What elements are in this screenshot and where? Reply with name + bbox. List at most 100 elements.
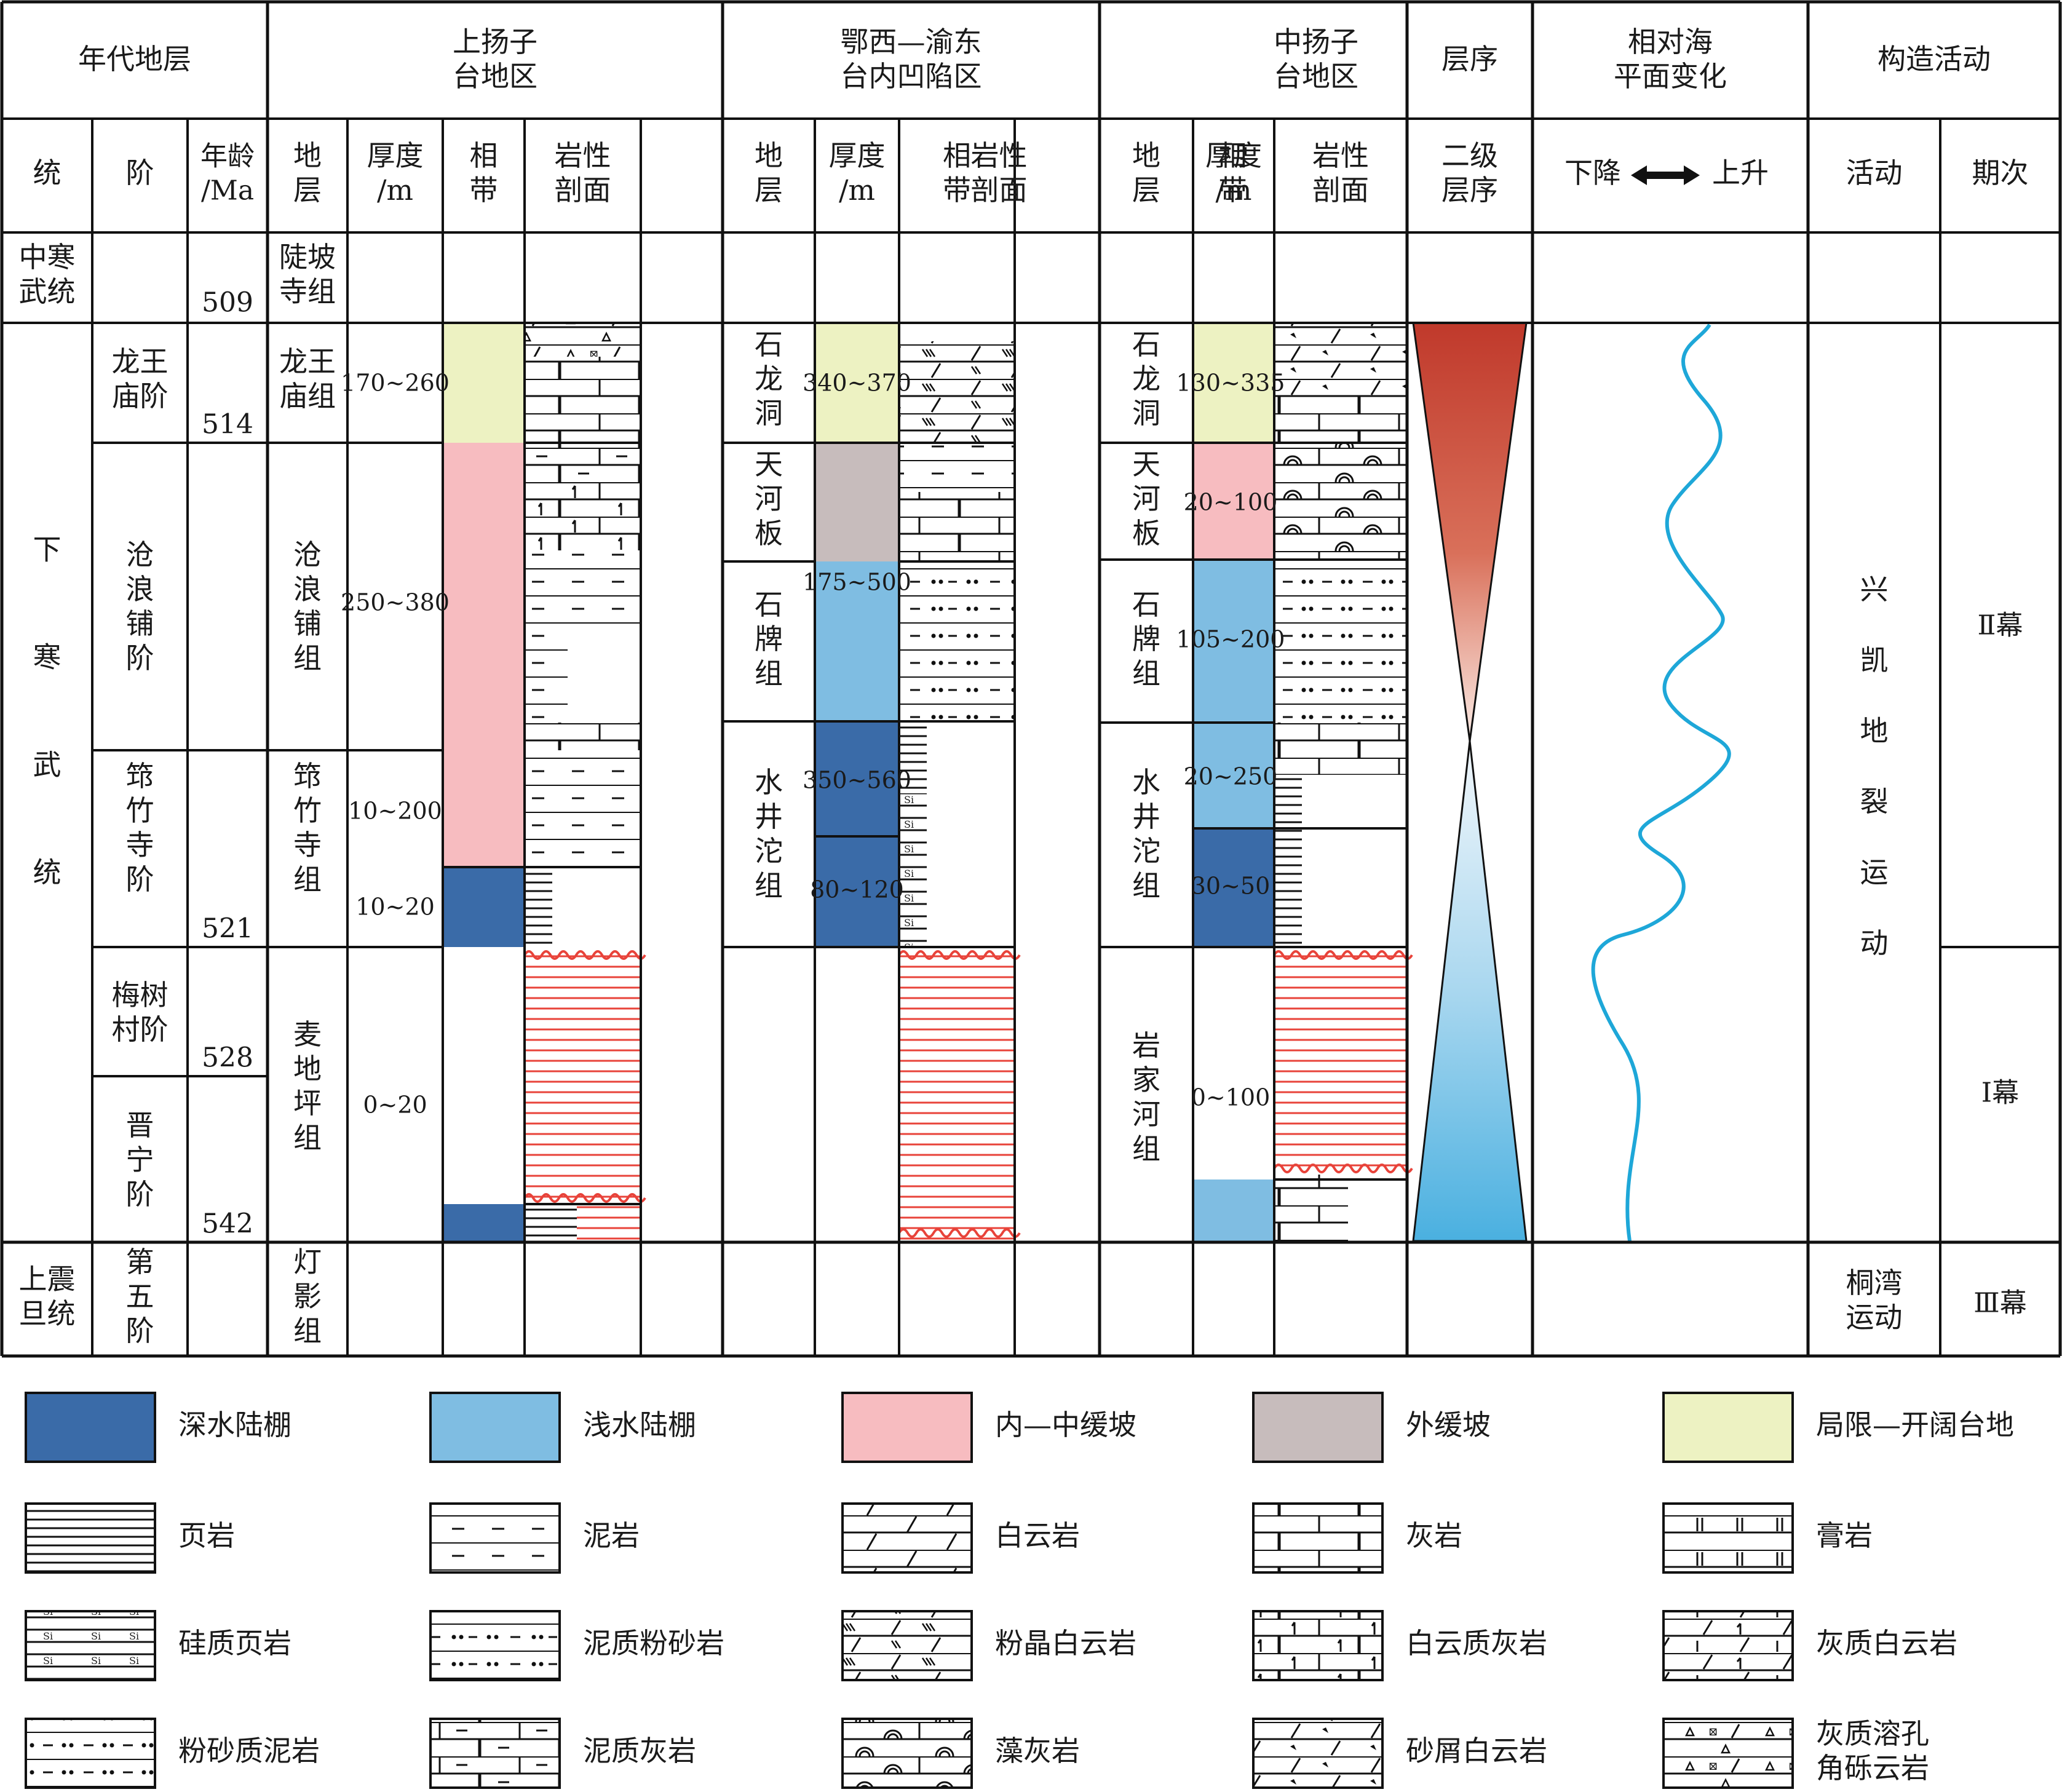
legend-label-dolomitic-limestone: 白云质灰岩: [1406, 1627, 1547, 1660]
stage-jinning: 阶: [126, 1178, 154, 1211]
subheader-facies: 相: [1219, 139, 1247, 172]
series-lower-cambrian: 武: [33, 748, 61, 782]
subheader-rise: 上升: [1712, 156, 1769, 189]
legend-label-shale: 页岩: [178, 1519, 235, 1552]
lith-limestone: [1274, 723, 1407, 775]
legend-swatch-deep-shelf: [25, 1392, 156, 1463]
lith-silty-mudstone: [899, 561, 1015, 721]
erosion-contact: [1273, 950, 1413, 960]
header-chronostratigraphy: 年代地层: [78, 42, 191, 76]
legend-label-inner-mid-ramp: 内—中缓坡: [995, 1408, 1136, 1441]
lith-shale: [1274, 775, 1302, 947]
episode-label: Ⅲ幕: [1973, 1288, 2026, 1319]
subheader-thickness: 厚度: [367, 139, 424, 172]
stage-qiongzhusi: 竹: [126, 794, 154, 827]
formation-canglangpu: 铺: [293, 607, 322, 640]
sequence-transgressive-wedge: [1412, 740, 1528, 1242]
tectonic-tongwan: 桐湾: [1846, 1266, 1903, 1299]
thickness-value: 350~560: [803, 767, 911, 794]
header-mask: [724, 4, 1098, 117]
formation-yanjiahe: 组: [1132, 1132, 1160, 1165]
header-mask: [1810, 4, 2058, 117]
legend-label-powder-dolomite: 粉晶白云岩: [995, 1627, 1136, 1660]
header-mask: [1409, 4, 1531, 117]
header-sea-level: 平面变化: [1614, 60, 1727, 93]
formation-tianheban: 河: [1132, 482, 1160, 515]
series-lower-cambrian: 统: [33, 856, 61, 889]
age-value: 509: [202, 287, 253, 319]
legend-swatch-algal-limestone: [841, 1718, 973, 1789]
legend-label-siliceous-shale: 硅质页岩: [178, 1627, 291, 1660]
subheader-lithology: 岩性: [971, 139, 1028, 172]
header-exi-yudong: 台内凹陷区: [841, 60, 982, 93]
legend-swatch-argillaceous-limestone: [429, 1718, 561, 1789]
subheader-formation: 地: [1132, 139, 1160, 172]
formation-shipai: 牌: [1132, 622, 1160, 656]
subheader-facies: 相: [943, 139, 971, 172]
subheader-age: 年龄: [200, 141, 255, 172]
series-lower-cambrian: 寒: [33, 641, 61, 674]
lith-red-shale: [525, 947, 641, 1205]
lith-shale: [525, 867, 552, 947]
legend-label-restricted-open-platform: 局限—开阔台地: [1816, 1408, 2014, 1441]
header-upper-yangtze: 上扬子: [453, 25, 537, 58]
subheader-age: /Ma: [201, 175, 254, 207]
subheader-lithology: 岩性: [555, 139, 611, 172]
formation-yanjiahe: 岩: [1132, 1029, 1160, 1062]
tectonic-xingkai-rifting: 动: [1860, 927, 1889, 960]
subheader-second-order: 二级: [1441, 139, 1498, 172]
formation-doposi: 寺组: [279, 275, 336, 308]
erosion-contact: [898, 1228, 1021, 1238]
header-tectonic: 构造活动: [1878, 42, 1991, 76]
legend-label-argillaceous-limestone: 泥质灰岩: [583, 1734, 696, 1767]
legend-label-gypsum: 膏岩: [1816, 1519, 1873, 1552]
erosion-contact: [523, 1193, 646, 1203]
legend-label-vuggy-breccia-dolomite: 灰质溶孔: [1816, 1717, 1929, 1750]
facies-restricted-platform: [1193, 323, 1274, 443]
subheader-fall: 下降: [1564, 156, 1621, 189]
formation-shilongdong: 石: [755, 328, 783, 361]
lith-red-shale: [899, 947, 1015, 1242]
formation-shilongdong: 洞: [755, 397, 783, 430]
formation-maidiping: 组: [293, 1121, 322, 1154]
facies-inner-mid-ramp: [1193, 443, 1274, 560]
legend-swatch-dolomitic-limestone: [1252, 1610, 1384, 1681]
formation-shilongdong: 龙: [1132, 362, 1160, 395]
stage-meishucun: 村阶: [112, 1013, 169, 1046]
formation-maidiping: 坪: [293, 1087, 322, 1120]
lith-limestone: [1274, 1175, 1348, 1242]
legend-swatch-shallow-shelf: [429, 1392, 561, 1463]
legend-swatch-clastic-dolomite: [1252, 1718, 1384, 1789]
legend-swatch-inner-mid-ramp: [841, 1392, 973, 1463]
stage-fifth: 第: [126, 1245, 154, 1279]
thickness-value: 0~20: [363, 1092, 427, 1119]
formation-qiongzhusi: 组: [293, 863, 322, 896]
thickness-value: 0~100: [1191, 1084, 1271, 1111]
formation-dengying: 灯: [293, 1245, 322, 1279]
formation-longwangmiao: 庙组: [279, 379, 336, 413]
legend-label-vuggy-breccia-dolomite: 角砾云岩: [1816, 1751, 1929, 1785]
tectonic-xingkai-rifting: 裂: [1860, 785, 1889, 819]
facies-shallow-shelf: [815, 561, 899, 721]
facies-inner-mid-ramp: [443, 443, 525, 867]
lith-mudstone: [525, 624, 568, 723]
tectonic-xingkai-rifting: 运: [1860, 856, 1889, 889]
formation-maidiping: 麦: [293, 1018, 322, 1051]
formation-shipai: 组: [1132, 657, 1160, 690]
lith-powder-dolomite: [899, 341, 1015, 443]
lith-shale: [525, 1205, 577, 1242]
formation-doposi: 陡坡: [279, 240, 336, 274]
lith-clastic-dolomite: [1274, 323, 1407, 397]
formation-tianheban: 板: [755, 517, 783, 550]
formation-longwangmiao: 龙王: [279, 345, 336, 378]
stage-meishucun: 梅树: [112, 978, 169, 1012]
subheader-episode: 期次: [1972, 156, 2029, 189]
thickness-value: 170~260: [341, 370, 450, 397]
lith-muddy-limestone: [525, 443, 641, 483]
episode-label: Ⅰ幕: [1981, 1077, 2019, 1109]
formation-tianheban: 天: [1132, 448, 1160, 481]
formation-yanjiahe: 家: [1132, 1063, 1160, 1096]
stage-qiongzhusi: 阶: [126, 863, 154, 896]
